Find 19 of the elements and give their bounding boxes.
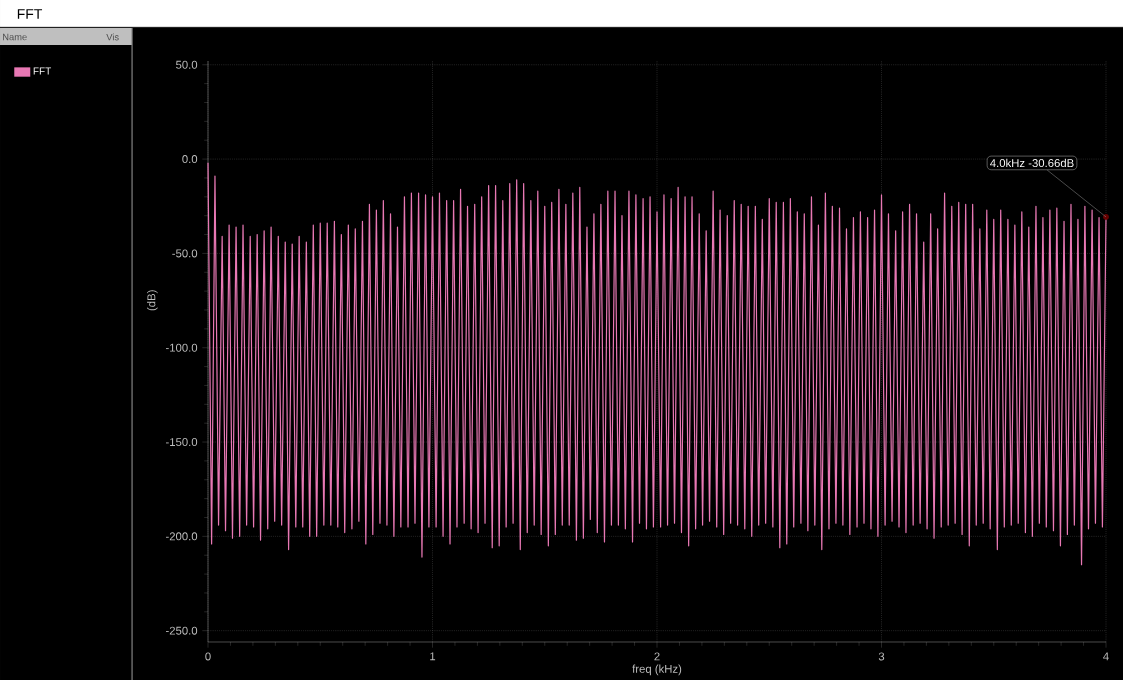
x-tick-label: 2 (654, 652, 660, 661)
y-tick-label: -100.0 (165, 343, 198, 352)
y-tick-label: -250.0 (165, 626, 198, 635)
x-tick-label: 4 (1103, 652, 1109, 661)
y-tick-label: -150.0 (165, 438, 198, 447)
text: FFT (17, 9, 43, 19)
annotation: 4.0kHz -30.66dB (990, 158, 1074, 168)
legend-label: FFT (33, 67, 52, 75)
y-axis-title: (dB) (147, 290, 158, 311)
text: Vis (106, 33, 119, 41)
text: Name (3, 33, 27, 41)
y-tick-label: 50.0 (176, 60, 198, 69)
y-tick-label: -50.0 (172, 249, 198, 258)
x-tick-label: 3 (878, 652, 885, 661)
x-tick-label: 1 (430, 652, 436, 661)
y-tick-label: -200.0 (165, 532, 198, 541)
x-axis-title: freq (kHz) (632, 664, 682, 676)
x-tick-label: 0 (205, 652, 211, 661)
y-tick-label: 0.0 (182, 155, 198, 164)
